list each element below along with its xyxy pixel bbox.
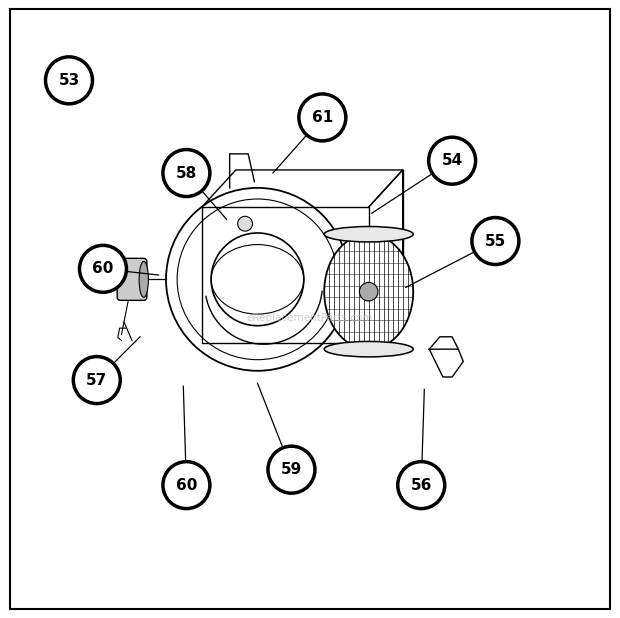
Text: 58: 58 [176, 166, 197, 180]
Circle shape [163, 462, 210, 509]
Text: 53: 53 [58, 73, 79, 88]
Text: 60: 60 [175, 478, 197, 493]
Text: 55: 55 [485, 234, 506, 248]
Circle shape [398, 462, 445, 509]
Circle shape [428, 137, 476, 184]
Circle shape [163, 150, 210, 197]
Text: eReplacementParts.com: eReplacementParts.com [247, 313, 373, 323]
Ellipse shape [139, 261, 148, 297]
Circle shape [268, 446, 315, 493]
FancyBboxPatch shape [117, 258, 147, 300]
Text: 60: 60 [92, 261, 113, 276]
Ellipse shape [324, 341, 413, 357]
Circle shape [299, 94, 346, 141]
Text: 57: 57 [86, 373, 107, 387]
Text: 61: 61 [312, 110, 333, 125]
Text: 59: 59 [281, 462, 302, 477]
Circle shape [45, 57, 92, 104]
Circle shape [73, 357, 120, 404]
Ellipse shape [324, 227, 413, 242]
Text: 54: 54 [441, 153, 463, 168]
Circle shape [360, 282, 378, 301]
Ellipse shape [324, 234, 413, 349]
Circle shape [79, 245, 126, 292]
Text: 56: 56 [410, 478, 432, 493]
Circle shape [237, 216, 252, 231]
Circle shape [472, 218, 519, 265]
